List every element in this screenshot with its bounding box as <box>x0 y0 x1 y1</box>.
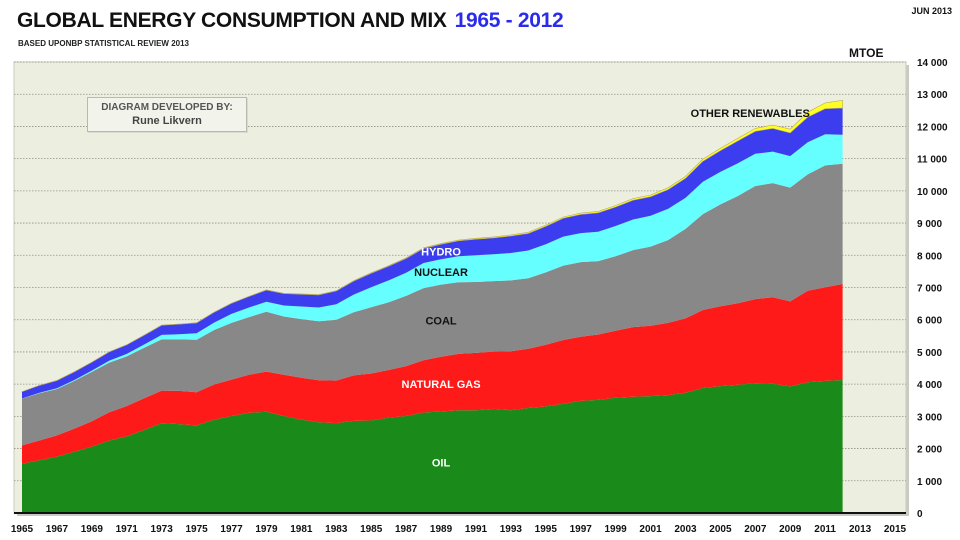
y-tick-label: 13 000 <box>917 90 948 101</box>
x-tick-label: 2015 <box>884 524 907 535</box>
x-tick-label: 1991 <box>465 524 488 535</box>
x-tick-label: 1981 <box>290 524 313 535</box>
y-tick-label: 9 000 <box>917 219 942 230</box>
y-tick-label: 2 000 <box>917 445 942 456</box>
credit-author: Rune Likvern <box>132 115 202 127</box>
chart-subtitle: BASED UPONBP STATISTICAL REVIEW 2013 <box>18 39 189 48</box>
y-axis-ticks: 0 1 000 2 000 3 000 4 000 5 000 6 000 7 000 8 00… <box>917 58 948 520</box>
publication-date: JUN 2013 <box>911 6 952 16</box>
credit-heading: DIAGRAM DEVELOPED BY: <box>101 102 233 113</box>
x-tick-label: 2001 <box>639 524 662 535</box>
y-tick-label: 4 000 <box>917 380 942 391</box>
y-tick-label: 14 000 <box>917 58 948 69</box>
area-other-renewables <box>21 99 843 393</box>
x-tick-label: 1997 <box>570 524 593 535</box>
x-tick-label: 1979 <box>255 524 278 535</box>
y-tick-label: 11 000 <box>917 155 947 166</box>
x-tick-label: 1971 <box>116 524 139 535</box>
x-tick-label: 1977 <box>220 524 243 535</box>
y-tick-label: 1 000 <box>917 477 942 488</box>
x-tick-label: 2005 <box>709 524 732 535</box>
y-axis-unit-label: MTOE <box>849 46 884 60</box>
y-tick-label: 3 000 <box>917 412 942 423</box>
label-other-renewables: OTHER RENEWABLES <box>691 108 810 120</box>
area-coal <box>22 163 843 446</box>
series-areas <box>21 99 843 513</box>
x-tick-label: 2009 <box>779 524 802 535</box>
label-natural-gas: NATURAL GAS <box>402 379 481 391</box>
x-tick-label: 1993 <box>500 524 523 535</box>
x-tick-label: 1965 <box>11 524 34 535</box>
y-tick-label: 10 000 <box>917 187 948 198</box>
y-tick-label: 7 000 <box>917 284 942 295</box>
x-tick-label: 2013 <box>849 524 872 535</box>
label-nuclear: NUCLEAR <box>414 267 468 279</box>
area-natural-gas <box>22 284 843 464</box>
x-tick-label: 1975 <box>185 524 208 535</box>
chart-title: GLOBAL ENERGY CONSUMPTION AND MIX 1965 - … <box>17 9 564 33</box>
x-tick-label: 2011 <box>814 524 836 535</box>
x-tick-label: 1999 <box>605 524 628 535</box>
label-coal: COAL <box>425 316 456 328</box>
x-tick-label: 1985 <box>360 524 383 535</box>
x-tick-label: 2007 <box>744 524 767 535</box>
x-tick-label: 1987 <box>395 524 418 535</box>
x-tick-label: 1983 <box>325 524 348 535</box>
x-tick-label: 1973 <box>151 524 174 535</box>
area-hydro <box>22 108 843 399</box>
title-text: GLOBAL ENERGY CONSUMPTION AND MIX <box>17 9 447 32</box>
x-tick-label: 2003 <box>674 524 697 535</box>
y-tick-label: 12 000 <box>917 122 948 133</box>
area-nuclear <box>22 134 843 399</box>
x-tick-label: 1989 <box>430 524 453 535</box>
label-oil: OIL <box>432 457 451 469</box>
x-axis-ticks: 1965 1967 1969 1971 1973 1975 1977 1979 1981 1983… <box>11 524 907 535</box>
label-hydro: HYDRO <box>421 247 461 259</box>
x-tick-label: 1967 <box>46 524 69 535</box>
y-tick-label: 5 000 <box>917 348 942 359</box>
y-tick-label: 0 <box>917 509 923 520</box>
x-tick-label: 1969 <box>81 524 104 535</box>
series-labels: OIL NATURAL GAS COAL NUCLEAR HYDRO OTHER RENE… <box>402 108 810 469</box>
x-tick-label: 1995 <box>535 524 558 535</box>
y-tick-label: 8 000 <box>917 251 942 262</box>
credit-box: DIAGRAM DEVELOPED BY: Rune Likvern <box>87 97 247 132</box>
area-oil <box>22 380 843 513</box>
y-tick-label: 6 000 <box>917 316 942 327</box>
title-years: 1965 - 2012 <box>454 9 564 32</box>
